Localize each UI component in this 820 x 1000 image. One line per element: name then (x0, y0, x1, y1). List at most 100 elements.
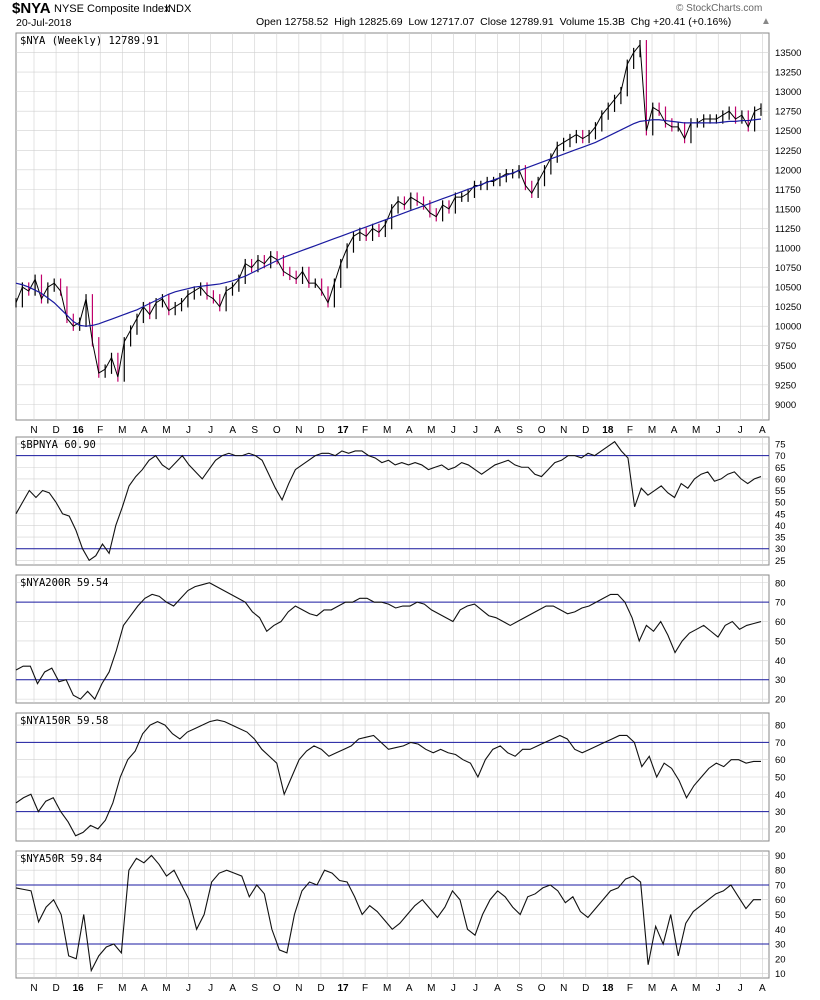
x-tick-label: 16 (73, 425, 85, 436)
x-tick-label: N (30, 425, 37, 436)
x-tick-label: O (273, 425, 281, 436)
trend-arrow-icon: ▲ (761, 16, 771, 27)
x-tick-label: N (30, 983, 37, 994)
x-tick-label: D (582, 983, 589, 994)
x-tick-label: N (560, 983, 567, 994)
y-tick-label: 50 (775, 910, 786, 921)
y-tick-label: 10500 (775, 283, 801, 294)
x-tick-label: O (538, 983, 546, 994)
x-tick-label: J (738, 983, 743, 994)
x-tick-label: D (52, 983, 59, 994)
x-tick-label: A (671, 983, 678, 994)
y-tick-label: 35 (775, 533, 786, 544)
x-tick-label: D (582, 425, 589, 436)
x-tick-label: S (251, 425, 258, 436)
y-tick-label: 10250 (775, 302, 801, 313)
y-tick-label: 60 (775, 474, 786, 485)
x-tick-label: A (141, 425, 148, 436)
ohlc-summary: Open 12758.52 High 12825.69 Low 12717.07… (256, 16, 732, 28)
x-tick-label: F (97, 983, 103, 994)
x-tick-label: F (362, 425, 368, 436)
y-tick-label: 12250 (775, 146, 801, 157)
y-tick-label: 9500 (775, 361, 796, 372)
watermark: © StockCharts.com (676, 3, 763, 14)
y-tick-label: 60 (775, 755, 786, 766)
symbol: $NYA (12, 0, 51, 17)
y-tick-label: 70 (775, 880, 786, 891)
x-tick-label: M (692, 983, 700, 994)
y-tick-label: 45 (775, 509, 786, 520)
y-tick-label: 9250 (775, 380, 796, 391)
y-tick-label: 40 (775, 656, 786, 667)
x-tick-label: J (473, 425, 478, 436)
x-tick-label: O (273, 983, 281, 994)
y-tick-label: 10750 (775, 263, 801, 274)
x-tick-label: F (97, 425, 103, 436)
exchange: INDX (165, 3, 192, 15)
x-tick-label: 17 (337, 425, 349, 436)
y-tick-label: 9750 (775, 341, 796, 352)
y-tick-label: 9000 (775, 400, 796, 411)
x-tick-label: N (295, 425, 302, 436)
y-tick-label: 13000 (775, 87, 801, 98)
y-tick-label: 11500 (775, 204, 801, 215)
x-tick-label: S (516, 983, 523, 994)
x-tick-label: M (427, 425, 435, 436)
panel-frame (15, 436, 770, 566)
y-tick-label: 11750 (775, 185, 801, 196)
moving-average-line (15, 118, 762, 327)
x-tick-label: J (716, 983, 721, 994)
x-tick-label: N (295, 983, 302, 994)
x-tick-label: S (251, 983, 258, 994)
y-tick-label: 50 (775, 773, 786, 784)
x-tick-label: S (516, 425, 523, 436)
x-tick-label: A (759, 983, 766, 994)
x-tick-label: J (738, 425, 743, 436)
x-tick-label: F (362, 983, 368, 994)
x-tick-label: A (671, 425, 678, 436)
y-tick-label: 20 (775, 954, 786, 965)
y-tick-label: 90 (775, 851, 786, 862)
indicator-line (15, 854, 761, 973)
y-tick-label: 20 (775, 695, 786, 706)
y-tick-label: 10 (775, 969, 786, 980)
x-tick-label: A (494, 425, 501, 436)
x-tick-label: A (406, 983, 413, 994)
x-tick-label: M (692, 425, 700, 436)
y-tick-label: 25 (775, 556, 786, 567)
y-tick-label: 70 (775, 598, 786, 609)
x-tick-label: 17 (337, 983, 349, 994)
y-tick-label: 40 (775, 521, 786, 532)
panel-label: $NYA200R 59.54 (20, 577, 109, 589)
y-tick-label: 11250 (775, 224, 801, 235)
y-tick-label: 60 (775, 895, 786, 906)
y-tick-label: 75 (775, 439, 786, 450)
x-tick-label: J (451, 425, 456, 436)
panel-frame (15, 574, 770, 704)
x-tick-label: A (759, 425, 766, 436)
y-tick-label: 50 (775, 636, 786, 647)
y-tick-label: 70 (775, 451, 786, 462)
x-tick-label: J (186, 983, 191, 994)
indicator-line (15, 440, 762, 562)
y-tick-label: 80 (775, 866, 786, 877)
panel-label: $BPNYA 60.90 (20, 439, 96, 451)
y-tick-label: 60 (775, 617, 786, 628)
y-tick-label: 70 (775, 738, 786, 749)
y-tick-label: 13500 (775, 48, 801, 59)
x-tick-label: A (406, 425, 413, 436)
x-tick-label: M (162, 425, 170, 436)
y-tick-label: 30 (775, 807, 786, 818)
y-tick-label: 11000 (775, 244, 801, 255)
x-tick-label: J (186, 425, 191, 436)
y-tick-label: 10000 (775, 322, 801, 333)
panel-frame (15, 32, 770, 421)
x-tick-label: J (451, 983, 456, 994)
y-tick-label: 12750 (775, 107, 801, 118)
x-tick-label: M (648, 425, 656, 436)
x-tick-label: M (383, 983, 391, 994)
x-tick-label: D (317, 425, 324, 436)
x-tick-label: F (627, 983, 633, 994)
y-tick-label: 80 (775, 578, 786, 589)
